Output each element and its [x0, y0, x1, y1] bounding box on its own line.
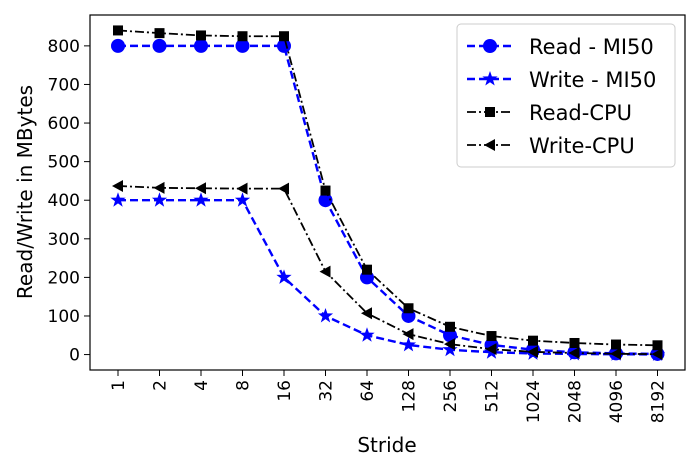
data-point	[153, 181, 165, 194]
legend-frame	[456, 23, 676, 168]
data-point	[403, 303, 414, 314]
y-tick-label: 500	[48, 153, 80, 173]
data-point	[196, 30, 206, 41]
data-point	[235, 38, 250, 53]
x-tick-label: 2	[151, 380, 171, 391]
y-tick-label: 0	[69, 346, 80, 366]
data-point	[276, 269, 292, 284]
data-point	[154, 28, 165, 39]
data-point	[277, 38, 291, 53]
legend-marker	[482, 71, 498, 86]
y-tick-label: 800	[48, 37, 80, 57]
data-point	[234, 192, 251, 207]
y-tick-label: 100	[48, 307, 80, 327]
x-tick-label: 1	[109, 380, 129, 391]
data-point	[400, 336, 417, 352]
data-point	[151, 192, 168, 207]
data-point	[237, 31, 248, 42]
x-tick-label: 1024	[524, 380, 544, 423]
data-point	[611, 339, 621, 350]
series-2	[113, 25, 663, 351]
data-point	[278, 182, 289, 195]
y-tick-label: 300	[48, 230, 80, 250]
series-layer	[110, 25, 666, 361]
x-tick-label: 8192	[649, 380, 669, 423]
data-point	[442, 341, 458, 357]
data-point	[110, 192, 126, 207]
data-point	[193, 192, 209, 207]
data-point	[279, 31, 289, 42]
data-point	[528, 335, 538, 346]
data-point	[318, 193, 333, 208]
data-point	[359, 327, 375, 342]
y-axis: 0 100 200 300 400 500 600 700 800	[48, 37, 90, 366]
x-tick-label: 256	[441, 380, 461, 412]
data-point	[194, 38, 208, 53]
legend-marker	[483, 39, 497, 53]
series-3	[112, 179, 663, 361]
x-tick-label: 512	[483, 380, 503, 412]
data-point	[569, 337, 580, 348]
legend-marker	[484, 139, 495, 151]
data-point	[319, 265, 331, 278]
data-point	[486, 331, 497, 342]
x-tick-label: 4	[192, 380, 212, 391]
legend-item: Write-CPU	[467, 134, 635, 158]
legend-label: Write-CPU	[529, 134, 635, 158]
data-point	[236, 182, 248, 195]
data-point	[485, 343, 497, 356]
data-point	[610, 347, 621, 360]
data-point	[361, 307, 372, 320]
series-line	[117, 185, 658, 356]
data-point	[111, 38, 125, 53]
legend-marker	[485, 107, 495, 117]
x-axis-title: Stride	[357, 433, 416, 457]
series-line	[117, 29, 658, 347]
x-tick-label: 64	[358, 380, 378, 402]
y-tick-label: 600	[48, 114, 80, 134]
data-point	[112, 179, 123, 192]
data-point	[195, 182, 206, 195]
data-point	[652, 340, 663, 351]
legend-item: Write - MI50	[467, 68, 656, 92]
x-tick-label: 16	[275, 380, 295, 402]
y-tick-label: 700	[48, 75, 80, 95]
data-point	[568, 347, 580, 360]
data-point	[445, 321, 455, 332]
legend: Read - MI50 Write - MI50 Read-CPU Write-CPU	[456, 23, 676, 168]
legend-label: Read-CPU	[529, 101, 632, 125]
x-tick-label: 8	[234, 380, 254, 391]
series-line	[118, 199, 658, 356]
legend-item: Read - MI50	[467, 35, 654, 59]
y-tick-label: 400	[48, 191, 80, 211]
y-axis-title: Read/Write in MBytes	[13, 85, 37, 299]
data-point	[651, 348, 663, 361]
data-point	[317, 307, 334, 323]
x-tick-label: 2048	[566, 380, 586, 423]
plot-frame	[89, 14, 686, 371]
x-axis: 1 2 4 8 16 32 64 128 256 512 1024 2048 4096 8192	[109, 370, 669, 423]
x-tick-label: 4096	[607, 380, 627, 423]
series-1	[110, 192, 666, 361]
data-point	[444, 338, 455, 351]
data-point	[152, 38, 167, 53]
x-tick-label: 128	[400, 380, 420, 412]
legend-item: Read-CPU	[467, 101, 632, 125]
data-point	[362, 264, 372, 275]
data-point	[113, 25, 123, 36]
legend-label: Write - MI50	[529, 68, 656, 92]
x-tick-label: 32	[317, 380, 337, 402]
y-tick-label: 200	[48, 268, 80, 288]
legend-label: Read - MI50	[529, 35, 654, 59]
data-point	[320, 185, 331, 196]
data-point	[402, 328, 414, 341]
data-point	[527, 345, 538, 358]
